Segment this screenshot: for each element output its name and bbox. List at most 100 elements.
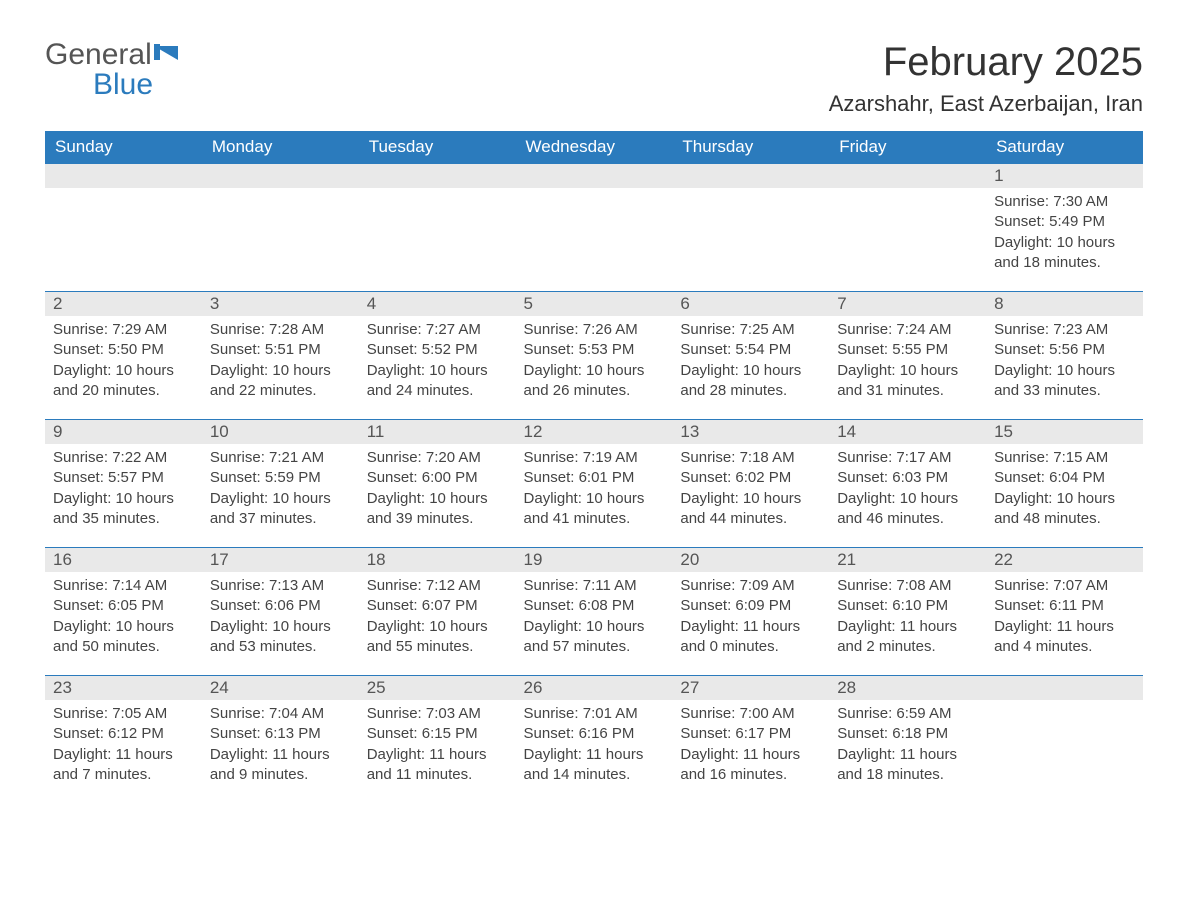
daylight-line-2: and 31 minutes. — [837, 381, 978, 401]
daylight-line-1: Daylight: 10 hours — [837, 489, 978, 509]
day-number: 8 — [986, 292, 1143, 316]
sunset-line: Sunset: 6:07 PM — [367, 596, 508, 616]
day-data — [829, 188, 986, 202]
daylight-line-1: Daylight: 11 hours — [524, 745, 665, 765]
day-number: 25 — [359, 676, 516, 700]
daylight-line-2: and 7 minutes. — [53, 765, 194, 785]
daylight-line-2: and 24 minutes. — [367, 381, 508, 401]
daylight-line-2: and 4 minutes. — [994, 637, 1135, 657]
weekday-header: Tuesday — [359, 131, 516, 164]
day-number: 15 — [986, 420, 1143, 444]
daylight-line-1: Daylight: 10 hours — [210, 617, 351, 637]
daylight-line-2: and 14 minutes. — [524, 765, 665, 785]
sunset-line: Sunset: 5:49 PM — [994, 212, 1135, 232]
daylight-line-2: and 39 minutes. — [367, 509, 508, 529]
sunrise-line: Sunrise: 7:14 AM — [53, 576, 194, 596]
daylight-line-1: Daylight: 11 hours — [53, 745, 194, 765]
day-data: Sunrise: 7:09 AMSunset: 6:09 PMDaylight:… — [672, 572, 829, 667]
weekday-header: Thursday — [672, 131, 829, 164]
day-data — [359, 188, 516, 202]
daylight-line-1: Daylight: 10 hours — [367, 361, 508, 381]
daylight-line-2: and 57 minutes. — [524, 637, 665, 657]
day-data: Sunrise: 7:29 AMSunset: 5:50 PMDaylight:… — [45, 316, 202, 411]
day-data: Sunrise: 7:13 AMSunset: 6:06 PMDaylight:… — [202, 572, 359, 667]
day-number: 1 — [986, 164, 1143, 188]
daylight-line-2: and 48 minutes. — [994, 509, 1135, 529]
daylight-line-1: Daylight: 10 hours — [994, 489, 1135, 509]
calendar-cell: 22Sunrise: 7:07 AMSunset: 6:11 PMDayligh… — [986, 548, 1143, 676]
calendar-cell: 17Sunrise: 7:13 AMSunset: 6:06 PMDayligh… — [202, 548, 359, 676]
sunset-line: Sunset: 5:54 PM — [680, 340, 821, 360]
sunrise-line: Sunrise: 7:18 AM — [680, 448, 821, 468]
sunrise-line: Sunrise: 7:27 AM — [367, 320, 508, 340]
day-number — [45, 164, 202, 188]
sunset-line: Sunset: 6:13 PM — [210, 724, 351, 744]
sunrise-line: Sunrise: 7:11 AM — [524, 576, 665, 596]
daylight-line-2: and 46 minutes. — [837, 509, 978, 529]
daylight-line-1: Daylight: 11 hours — [837, 617, 978, 637]
calendar-cell — [202, 164, 359, 292]
daylight-line-1: Daylight: 10 hours — [367, 489, 508, 509]
day-number: 4 — [359, 292, 516, 316]
weekday-header: Monday — [202, 131, 359, 164]
sunset-line: Sunset: 6:17 PM — [680, 724, 821, 744]
day-data: Sunrise: 7:28 AMSunset: 5:51 PMDaylight:… — [202, 316, 359, 411]
day-data: Sunrise: 7:30 AMSunset: 5:49 PMDaylight:… — [986, 188, 1143, 283]
sunrise-line: Sunrise: 7:07 AM — [994, 576, 1135, 596]
day-data: Sunrise: 7:21 AMSunset: 5:59 PMDaylight:… — [202, 444, 359, 539]
day-data — [202, 188, 359, 202]
day-data: Sunrise: 7:08 AMSunset: 6:10 PMDaylight:… — [829, 572, 986, 667]
day-data: Sunrise: 7:01 AMSunset: 6:16 PMDaylight:… — [516, 700, 673, 795]
day-data: Sunrise: 7:27 AMSunset: 5:52 PMDaylight:… — [359, 316, 516, 411]
calendar-cell: 18Sunrise: 7:12 AMSunset: 6:07 PMDayligh… — [359, 548, 516, 676]
daylight-line-2: and 55 minutes. — [367, 637, 508, 657]
sunrise-line: Sunrise: 7:20 AM — [367, 448, 508, 468]
day-number: 19 — [516, 548, 673, 572]
sunset-line: Sunset: 5:56 PM — [994, 340, 1135, 360]
daylight-line-1: Daylight: 10 hours — [994, 361, 1135, 381]
daylight-line-2: and 37 minutes. — [210, 509, 351, 529]
day-data: Sunrise: 7:17 AMSunset: 6:03 PMDaylight:… — [829, 444, 986, 539]
day-number: 17 — [202, 548, 359, 572]
day-number: 11 — [359, 420, 516, 444]
day-number: 9 — [45, 420, 202, 444]
sunrise-line: Sunrise: 7:13 AM — [210, 576, 351, 596]
calendar-cell: 24Sunrise: 7:04 AMSunset: 6:13 PMDayligh… — [202, 676, 359, 804]
day-number: 10 — [202, 420, 359, 444]
weekday-header-row: SundayMondayTuesdayWednesdayThursdayFrid… — [45, 131, 1143, 164]
daylight-line-1: Daylight: 11 hours — [994, 617, 1135, 637]
calendar-cell: 8Sunrise: 7:23 AMSunset: 5:56 PMDaylight… — [986, 292, 1143, 420]
calendar-week-row: 16Sunrise: 7:14 AMSunset: 6:05 PMDayligh… — [45, 548, 1143, 676]
calendar-cell: 21Sunrise: 7:08 AMSunset: 6:10 PMDayligh… — [829, 548, 986, 676]
calendar-week-row: 9Sunrise: 7:22 AMSunset: 5:57 PMDaylight… — [45, 420, 1143, 548]
daylight-line-2: and 16 minutes. — [680, 765, 821, 785]
calendar-table: SundayMondayTuesdayWednesdayThursdayFrid… — [45, 131, 1143, 804]
weekday-header: Friday — [829, 131, 986, 164]
calendar-week-row: 1Sunrise: 7:30 AMSunset: 5:49 PMDaylight… — [45, 164, 1143, 292]
sunset-line: Sunset: 6:10 PM — [837, 596, 978, 616]
sunset-line: Sunset: 5:52 PM — [367, 340, 508, 360]
sunrise-line: Sunrise: 7:30 AM — [994, 192, 1135, 212]
daylight-line-1: Daylight: 11 hours — [680, 745, 821, 765]
sunset-line: Sunset: 5:50 PM — [53, 340, 194, 360]
daylight-line-1: Daylight: 10 hours — [837, 361, 978, 381]
calendar-cell: 14Sunrise: 7:17 AMSunset: 6:03 PMDayligh… — [829, 420, 986, 548]
day-number — [516, 164, 673, 188]
sunrise-line: Sunrise: 7:04 AM — [210, 704, 351, 724]
day-data: Sunrise: 7:20 AMSunset: 6:00 PMDaylight:… — [359, 444, 516, 539]
day-data: Sunrise: 7:03 AMSunset: 6:15 PMDaylight:… — [359, 700, 516, 795]
daylight-line-1: Daylight: 10 hours — [210, 489, 351, 509]
daylight-line-2: and 26 minutes. — [524, 381, 665, 401]
weekday-header: Wednesday — [516, 131, 673, 164]
sunset-line: Sunset: 6:12 PM — [53, 724, 194, 744]
calendar-cell: 5Sunrise: 7:26 AMSunset: 5:53 PMDaylight… — [516, 292, 673, 420]
daylight-line-1: Daylight: 10 hours — [53, 489, 194, 509]
calendar-cell: 3Sunrise: 7:28 AMSunset: 5:51 PMDaylight… — [202, 292, 359, 420]
calendar-cell: 16Sunrise: 7:14 AMSunset: 6:05 PMDayligh… — [45, 548, 202, 676]
calendar-cell: 7Sunrise: 7:24 AMSunset: 5:55 PMDaylight… — [829, 292, 986, 420]
daylight-line-1: Daylight: 10 hours — [524, 489, 665, 509]
sunset-line: Sunset: 5:59 PM — [210, 468, 351, 488]
sunset-line: Sunset: 5:57 PM — [53, 468, 194, 488]
day-number: 28 — [829, 676, 986, 700]
day-data: Sunrise: 7:04 AMSunset: 6:13 PMDaylight:… — [202, 700, 359, 795]
